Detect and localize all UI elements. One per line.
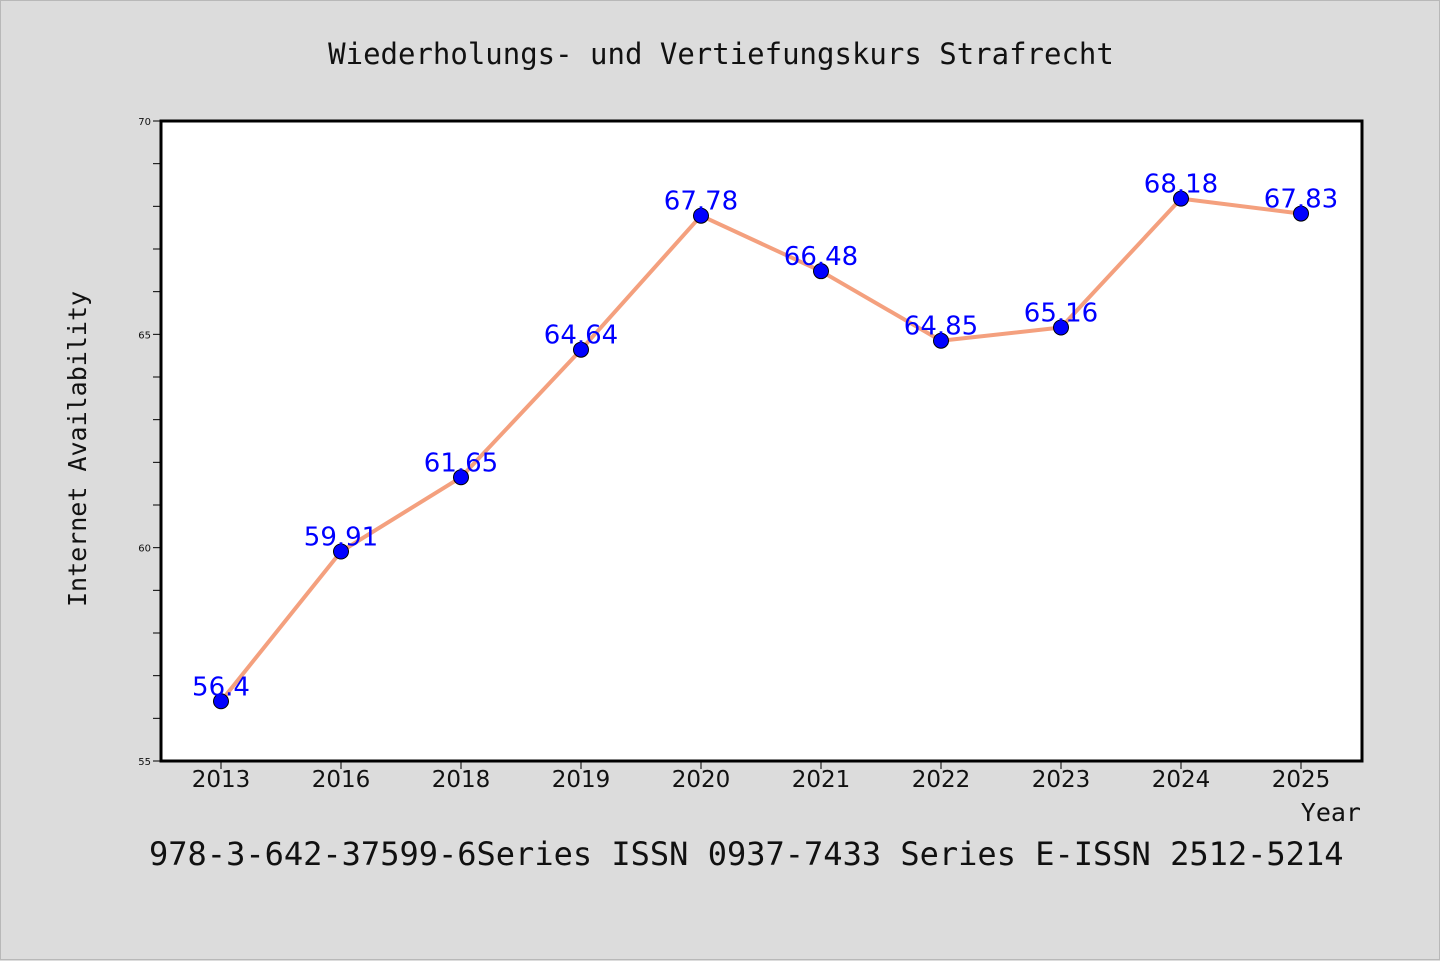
y-axis-ticks: 55 60 65 70 bbox=[138, 117, 161, 768]
x-tick-label: 2022 bbox=[912, 767, 971, 793]
y-tick-label: 55 bbox=[138, 757, 151, 768]
plot-area bbox=[161, 121, 1362, 761]
data-label: 68.18 bbox=[1144, 170, 1218, 200]
data-point bbox=[813, 263, 829, 280]
data-label: 56.4 bbox=[192, 672, 250, 702]
x-tick-label: 2021 bbox=[792, 767, 851, 793]
data-label: 67.78 bbox=[664, 187, 738, 217]
data-label: 59.91 bbox=[304, 523, 378, 553]
series-line bbox=[219, 196, 1302, 703]
data-point bbox=[453, 469, 469, 486]
data-point bbox=[1173, 190, 1189, 207]
data-point bbox=[693, 207, 709, 224]
x-tick-label: 2024 bbox=[1152, 767, 1211, 793]
x-tick-label: 2020 bbox=[672, 767, 731, 793]
y-tick-label: 65 bbox=[138, 330, 151, 341]
data-label: 64.64 bbox=[544, 321, 618, 351]
footer-isbn-issn: 978-3-642-37599-6Series ISSN 0937-7433 S… bbox=[149, 835, 1343, 873]
x-axis-ticks: 2013 2016 2018 2019 2020 2021 2022 2023 2024 2025 bbox=[192, 761, 1331, 793]
data-label: 61.65 bbox=[424, 448, 498, 478]
data-label: 64.85 bbox=[904, 312, 978, 342]
chart-title: Wiederholungs- und Vertiefungskurs Straf… bbox=[328, 37, 1114, 71]
x-tick-label: 2018 bbox=[432, 767, 491, 793]
x-tick-label: 2025 bbox=[1272, 767, 1331, 793]
data-point bbox=[573, 341, 589, 358]
y-tick-label: 70 bbox=[138, 117, 151, 128]
data-point bbox=[1293, 205, 1309, 222]
data-label: 67.83 bbox=[1264, 185, 1338, 215]
series-layer: 56.4 59.91 61.65 64.64 67.78 66.48 64.85 65.16 6… bbox=[192, 170, 1338, 710]
data-point bbox=[213, 693, 229, 710]
x-tick-label: 2023 bbox=[1032, 767, 1091, 793]
plot-border bbox=[159, 119, 1364, 763]
data-label: 66.48 bbox=[784, 242, 858, 272]
x-tick-label: 2016 bbox=[312, 767, 371, 793]
x-tick-label: 2013 bbox=[192, 767, 251, 793]
x-axis-label: Year bbox=[1301, 798, 1361, 827]
data-label: 65.16 bbox=[1024, 299, 1098, 329]
x-tick-label: 2019 bbox=[552, 767, 611, 793]
data-point bbox=[1053, 319, 1069, 336]
y-tick-label: 60 bbox=[138, 544, 151, 555]
data-point bbox=[933, 332, 949, 349]
data-point bbox=[333, 543, 349, 560]
y-axis-label: Internet Availability bbox=[63, 291, 92, 607]
